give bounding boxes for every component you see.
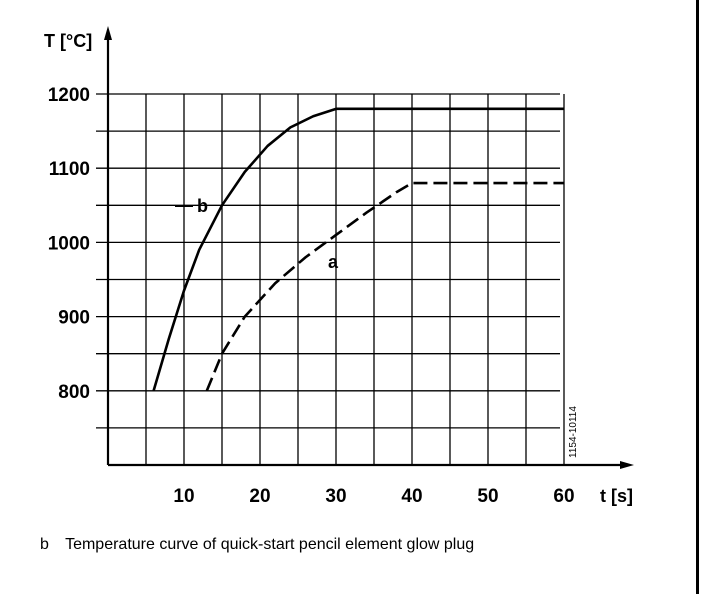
series xyxy=(152,107,564,392)
page-border xyxy=(696,0,699,594)
x-axis-arrow-icon xyxy=(620,461,634,469)
figure-caption: b Temperature curve of quick-start penci… xyxy=(40,536,474,554)
y-axis-arrow-icon xyxy=(104,26,112,40)
y-tick-label: 1200 xyxy=(48,85,90,106)
series-label-a: a xyxy=(328,252,339,272)
caption-tag: b xyxy=(40,536,49,553)
tick-labels: 10 20 30 40 50 60 800 900 1000 1100 1200 xyxy=(48,85,575,507)
series-line-b xyxy=(152,107,564,392)
y-tick-label: 1100 xyxy=(49,159,90,180)
y-tick-label: 1000 xyxy=(48,233,90,254)
labels: T [°C] t [s] 1154-10114 b a xyxy=(44,31,633,506)
series-line-a xyxy=(205,181,564,392)
x-tick-label: 20 xyxy=(249,486,270,507)
x-tick-label: 10 xyxy=(173,486,194,507)
side-code-label: 1154-10114 xyxy=(568,406,579,458)
axes xyxy=(104,26,634,469)
series-label-b: b xyxy=(197,196,208,216)
x-tick-label: 50 xyxy=(477,486,498,507)
x-tick-label: 60 xyxy=(553,486,574,507)
caption-text: Temperature curve of quick-start pencil … xyxy=(65,536,475,553)
y-tick-label: 800 xyxy=(58,382,90,403)
y-axis-label: T [°C] xyxy=(44,31,92,51)
grid xyxy=(96,93,565,465)
x-tick-label: 30 xyxy=(325,486,346,507)
x-tick-label: 40 xyxy=(401,486,422,507)
y-tick-label: 900 xyxy=(58,308,90,329)
x-axis-label: t [s] xyxy=(600,486,633,506)
